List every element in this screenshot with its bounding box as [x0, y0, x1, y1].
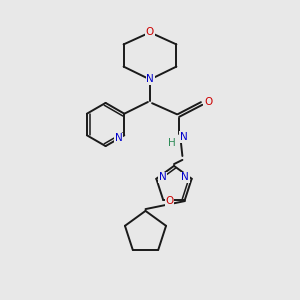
- Text: H: H: [168, 138, 176, 148]
- Text: N: N: [180, 132, 188, 142]
- Text: N: N: [159, 172, 167, 182]
- Text: N: N: [146, 74, 154, 85]
- Text: N: N: [181, 172, 189, 182]
- Text: O: O: [146, 27, 154, 38]
- Text: N: N: [115, 133, 123, 143]
- Text: O: O: [204, 97, 212, 107]
- Text: O: O: [166, 196, 174, 206]
